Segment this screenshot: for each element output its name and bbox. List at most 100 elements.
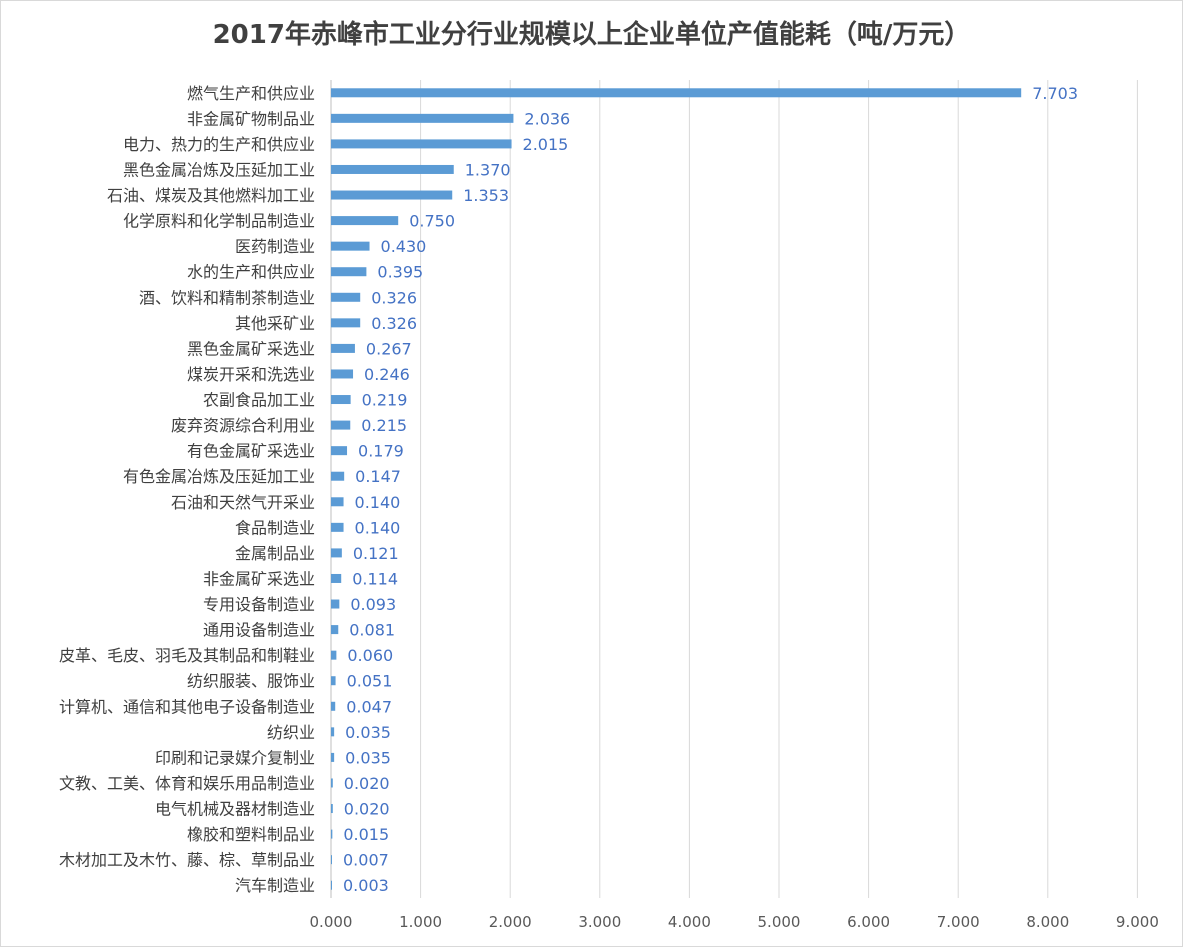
- bar: [331, 548, 342, 558]
- category-label: 通用设备制造业: [203, 621, 315, 640]
- category-label: 金属制品业: [235, 544, 315, 563]
- value-label: 0.035: [345, 748, 391, 767]
- bar: [331, 829, 333, 839]
- value-label: 0.326: [371, 314, 417, 333]
- category-label: 非金属矿物制品业: [187, 109, 315, 128]
- value-label: 0.035: [345, 723, 391, 742]
- value-label: 0.060: [347, 646, 393, 665]
- category-label: 水的生产和供应业: [187, 263, 315, 282]
- value-label: 2.015: [523, 135, 569, 154]
- value-label: 0.395: [377, 263, 423, 282]
- tick-label: 0.000: [310, 913, 353, 931]
- category-label: 废弃资源综合利用业: [171, 416, 315, 435]
- value-label: 0.326: [371, 288, 417, 307]
- category-label: 石油和天然气开采业: [171, 493, 315, 512]
- bar: [331, 880, 332, 890]
- bar: [331, 343, 355, 353]
- category-label: 有色金属矿采选业: [187, 442, 315, 461]
- value-label: 0.179: [358, 442, 404, 461]
- category-label: 文教、工美、体育和娱乐用品制造业: [59, 774, 315, 793]
- category-label: 酒、饮料和精制茶制造业: [139, 288, 315, 307]
- value-label: 0.121: [353, 544, 399, 563]
- category-labels: 燃气生产和供应业非金属矿物制品业电力、热力的生产和供应业黑色金属冶炼及压延加工业…: [59, 84, 315, 895]
- category-label: 计算机、通信和其他电子设备制造业: [59, 697, 315, 716]
- bar: [331, 855, 332, 865]
- bar: [331, 164, 454, 174]
- category-label: 其他采矿业: [235, 314, 315, 333]
- bar: [331, 267, 367, 277]
- tick-labels: 0.000 1.000 2.000 3.000 4.000 5.000 6.000 7.000…: [310, 913, 1159, 931]
- category-label: 橡胶和塑料制品业: [187, 825, 315, 844]
- bar: [331, 139, 512, 149]
- bar: [331, 369, 354, 379]
- category-label: 印刷和记录媒介复制业: [155, 748, 315, 767]
- tick-label: 3.000: [578, 913, 621, 931]
- value-label: 0.020: [344, 774, 390, 793]
- bar: [331, 241, 370, 251]
- category-label: 有色金属冶炼及压延加工业: [123, 467, 315, 486]
- value-label: 0.007: [343, 851, 389, 870]
- value-label: 0.051: [347, 672, 393, 691]
- category-label: 燃气生产和供应业: [187, 84, 315, 103]
- bar: [331, 446, 348, 456]
- bar: [331, 113, 514, 123]
- gridlines: [420, 80, 1138, 898]
- chart-title: 2017年赤峰市工业分行业规模以上企业单位产值能耗（吨/万元）: [212, 20, 971, 50]
- value-label: 0.015: [343, 825, 389, 844]
- value-label: 0.140: [355, 493, 401, 512]
- tick-label: 2.000: [489, 913, 532, 931]
- bar: [331, 599, 340, 609]
- value-label: 0.140: [355, 518, 401, 537]
- bar: [331, 216, 399, 226]
- tick-label: 4.000: [668, 913, 711, 931]
- bar: [331, 650, 337, 660]
- category-label: 汽车制造业: [235, 876, 315, 895]
- category-label: 皮革、毛皮、羽毛及其制品和制鞋业: [59, 646, 315, 665]
- bar: [331, 573, 342, 583]
- bar: [331, 471, 345, 481]
- category-label: 煤炭开采和洗选业: [187, 365, 315, 384]
- bar: [331, 395, 351, 405]
- bar: [331, 778, 333, 788]
- value-label: 0.219: [362, 391, 408, 410]
- bar: [331, 752, 335, 762]
- tick-label: 6.000: [847, 913, 890, 931]
- value-label: 0.003: [343, 876, 389, 895]
- value-label: 0.246: [364, 365, 410, 384]
- category-label: 石油、煤炭及其他燃料加工业: [107, 186, 315, 205]
- category-label: 黑色金属矿采选业: [187, 339, 315, 358]
- value-labels: 7.703 2.036 2.015 1.370 1.353 0.750 0.430 0.395…: [343, 84, 1078, 895]
- value-label: 7.703: [1032, 84, 1078, 103]
- category-label: 专用设备制造业: [203, 595, 315, 614]
- category-label: 纺织业: [267, 723, 315, 742]
- category-label: 纺织服装、服饰业: [187, 672, 315, 691]
- category-label: 化学原料和化学制品制造业: [123, 212, 315, 231]
- bar: [331, 88, 1022, 98]
- category-label: 农副食品加工业: [203, 391, 315, 410]
- bar: [331, 318, 361, 328]
- category-label: 医药制造业: [235, 237, 315, 256]
- bar: [331, 701, 336, 711]
- bar: [331, 804, 333, 814]
- bar: [331, 625, 339, 635]
- tick-label: 5.000: [758, 913, 801, 931]
- category-label: 非金属矿采选业: [203, 569, 315, 588]
- value-label: 0.020: [344, 800, 390, 819]
- bar: [331, 727, 335, 737]
- value-label: 0.081: [349, 621, 395, 640]
- tick-label: 1.000: [399, 913, 442, 931]
- value-label: 0.047: [346, 697, 392, 716]
- category-label: 电气机械及器材制造业: [155, 800, 315, 819]
- value-label: 0.215: [361, 416, 407, 435]
- value-label: 0.430: [381, 237, 427, 256]
- bar: [331, 522, 344, 532]
- tick-label: 8.000: [1026, 913, 1069, 931]
- value-label: 0.750: [409, 212, 455, 231]
- bar: [331, 190, 453, 200]
- bar: [331, 676, 336, 686]
- category-label: 食品制造业: [235, 518, 315, 537]
- tick-label: 7.000: [937, 913, 980, 931]
- value-label: 0.114: [352, 569, 398, 588]
- value-label: 2.036: [524, 109, 570, 128]
- tick-label: 9.000: [1116, 913, 1159, 931]
